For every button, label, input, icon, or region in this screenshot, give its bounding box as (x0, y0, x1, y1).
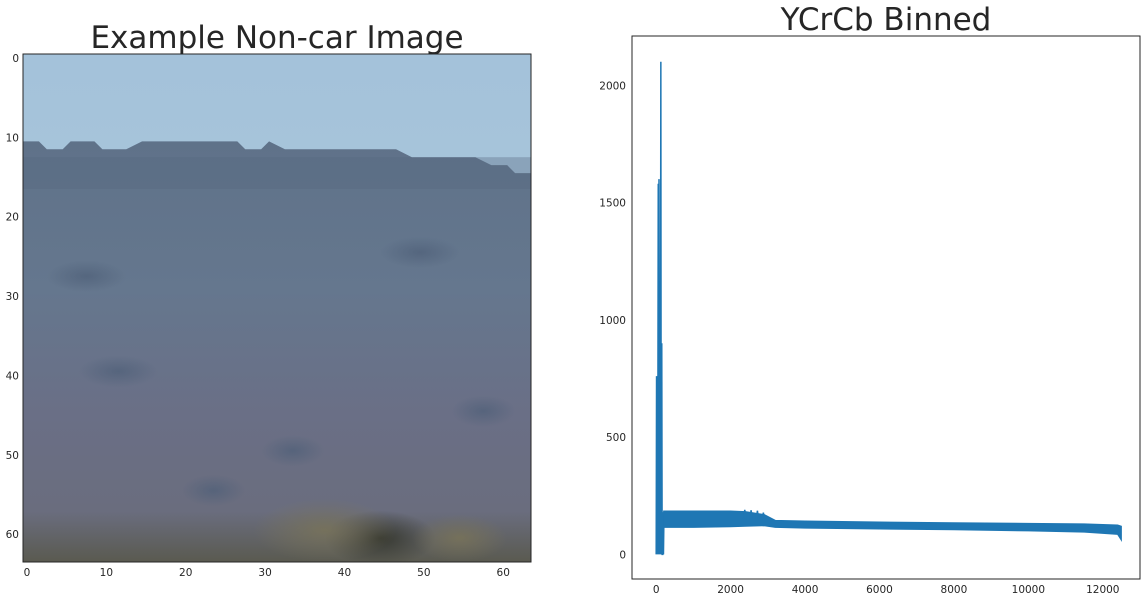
hills-region (23, 141, 531, 562)
line-x-tick-label: 0 (653, 584, 660, 596)
line-subplot: YCrCb Binned 0 500 1000 1500 2000 0 2000 4000 6… (599, 2, 1141, 596)
series-line-peak (742, 509, 747, 520)
line-x-tick-label: 4000 (792, 584, 819, 596)
brown-patch (253, 498, 397, 562)
shadow-patch-2 (181, 474, 246, 507)
image-x-tick-label: 10 (100, 567, 113, 579)
line-chart-frame (631, 35, 1141, 580)
line-x-ticks: 0 2000 4000 6000 8000 10000 12000 (653, 584, 1120, 596)
line-y-ticks: 0 500 1000 1500 2000 (599, 80, 626, 561)
line-x-tick-label: 2000 (717, 584, 744, 596)
line-x-tick-label: 8000 (941, 584, 968, 596)
image-x-tick-label: 50 (417, 567, 430, 579)
image-x-tick-label: 20 (179, 567, 192, 579)
image-frame (22, 53, 532, 563)
line-y-tick-label: 500 (606, 432, 626, 444)
image-y-tick-label: 50 (6, 450, 19, 462)
image-y-tick-label: 20 (6, 212, 19, 224)
line-x-tick-label: 12000 (1086, 584, 1119, 596)
line-y-tick-label: 0 (619, 549, 626, 561)
image-x-tick-label: 40 (338, 567, 351, 579)
image-title: Example Non-car Image (90, 20, 463, 56)
image-x-tick-label: 0 (24, 567, 31, 579)
line-y-tick-label: 1000 (599, 315, 626, 327)
series-line-spikes (655, 61, 665, 556)
series-line-peak (749, 510, 753, 520)
hill-row-band (23, 157, 531, 189)
image-y-tick-label: 60 (6, 529, 19, 541)
shadow-patch-4 (380, 236, 460, 269)
series-line-peak (755, 510, 760, 520)
line-x-tick-label: 10000 (1012, 584, 1045, 596)
image-y-ticks: 0 10 20 30 40 50 60 (6, 53, 19, 541)
image-y-tick-label: 10 (6, 132, 19, 144)
image-y-tick-label: 40 (6, 370, 19, 382)
image-canvas (23, 54, 531, 562)
line-plot-area (655, 61, 1122, 556)
line-x-tick-label: 6000 (866, 584, 893, 596)
line-chart-title: YCrCb Binned (780, 2, 992, 38)
line-y-tick-label: 1500 (599, 198, 626, 210)
shadow-patch-6 (451, 395, 516, 428)
image-subplot: Example Non-car Image (6, 20, 532, 579)
series-line-peak (761, 512, 766, 520)
image-x-tick-label: 30 (258, 567, 271, 579)
shadow-patch-5 (46, 260, 127, 293)
line-y-tick-label: 2000 (599, 80, 626, 92)
image-x-tick-label: 60 (497, 567, 510, 579)
shadow-patch-3 (78, 355, 158, 388)
brown-patch-right (411, 514, 508, 562)
shadow-patch-1 (261, 435, 325, 467)
image-x-ticks: 0 10 20 30 40 50 60 (24, 567, 510, 579)
image-y-tick-label: 30 (6, 291, 19, 303)
series-line-band (663, 510, 1122, 543)
image-y-tick-label: 0 (12, 53, 19, 65)
